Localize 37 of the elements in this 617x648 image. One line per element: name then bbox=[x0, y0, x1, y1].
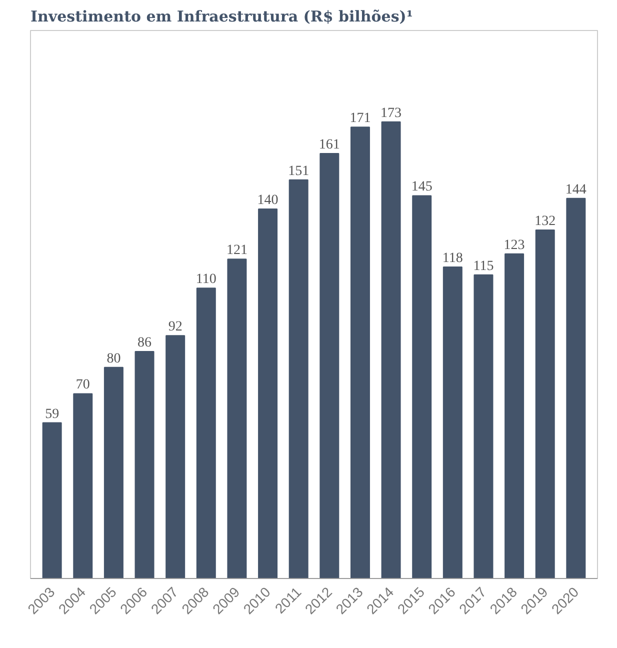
bar bbox=[42, 422, 62, 578]
bar bbox=[474, 274, 494, 578]
bar bbox=[227, 258, 247, 578]
bar bbox=[320, 153, 340, 578]
bar bbox=[104, 366, 124, 578]
data-label: 140 bbox=[257, 192, 278, 208]
data-label: 144 bbox=[565, 182, 586, 198]
data-label: 145 bbox=[411, 180, 432, 195]
bar bbox=[196, 288, 216, 578]
bar bbox=[566, 198, 586, 578]
bar bbox=[134, 350, 154, 578]
data-label: 115 bbox=[473, 258, 494, 274]
data-label: 171 bbox=[350, 111, 371, 126]
bar bbox=[288, 179, 308, 578]
data-label: 86 bbox=[138, 335, 152, 350]
chart-title: Investimento em Infraestrutura (R$ bilhões)¹ bbox=[30, 8, 413, 26]
data-label: 80 bbox=[106, 351, 121, 366]
bar bbox=[381, 121, 401, 578]
bar bbox=[166, 335, 186, 578]
data-label: 151 bbox=[288, 164, 310, 179]
data-label: 59 bbox=[45, 406, 60, 422]
data-label: 92 bbox=[168, 320, 182, 335]
data-label: 173 bbox=[380, 106, 402, 121]
bar bbox=[442, 266, 462, 578]
bar bbox=[350, 126, 370, 578]
bar bbox=[535, 230, 555, 578]
data-label: 118 bbox=[442, 251, 463, 266]
bar bbox=[504, 253, 524, 578]
data-label: 70 bbox=[76, 378, 90, 393]
bar bbox=[412, 195, 432, 578]
data-label: 110 bbox=[196, 272, 216, 288]
data-label: 121 bbox=[226, 243, 248, 258]
bar bbox=[73, 393, 93, 578]
bar bbox=[258, 208, 278, 578]
data-label: 161 bbox=[318, 138, 340, 153]
data-label: 132 bbox=[534, 214, 556, 230]
data-label: 123 bbox=[504, 238, 525, 253]
